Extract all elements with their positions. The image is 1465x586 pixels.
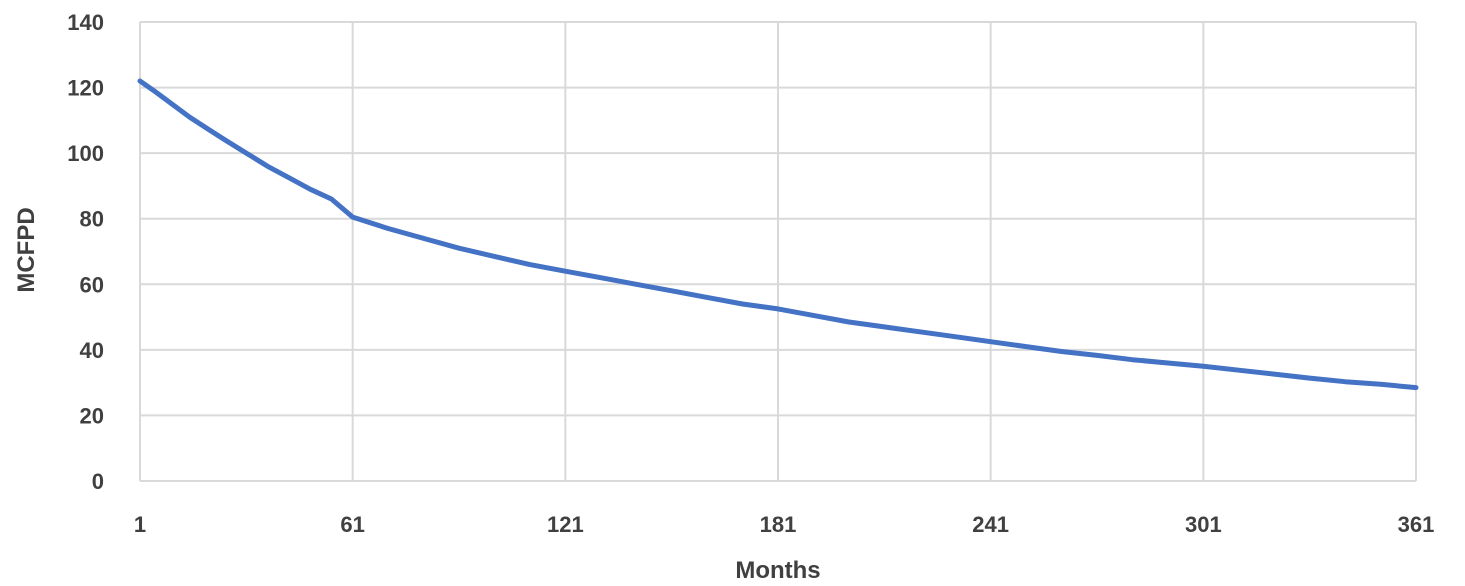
y-tick-label: 0	[92, 469, 104, 494]
y-axis-title: MCFPD	[13, 207, 40, 292]
x-tick-label: 361	[1398, 512, 1435, 537]
y-tick-label: 40	[80, 338, 104, 363]
x-tick-label: 181	[760, 512, 797, 537]
axes	[139, 22, 1416, 482]
x-tick-label: 1	[134, 512, 146, 537]
y-tick-label: 80	[80, 207, 104, 232]
y-tick-label: 120	[67, 76, 104, 101]
y-tick-label: 20	[80, 403, 104, 428]
x-tick-label: 61	[340, 512, 364, 537]
y-tick-label: 100	[67, 141, 104, 166]
x-tick-label: 241	[972, 512, 1009, 537]
grid	[140, 21, 1417, 481]
series-group	[137, 78, 1419, 391]
y-tick-labels: 0 20 40 60 80 100 120 140	[67, 10, 104, 494]
x-tick-label: 121	[547, 512, 584, 537]
x-tick-labels: 1 61 121 181 241 301 361	[134, 512, 1434, 537]
y-tick-label: 140	[67, 10, 104, 35]
y-tick-label: 60	[80, 272, 104, 297]
x-tick-label: 301	[1185, 512, 1222, 537]
x-axis-title: Months	[735, 557, 820, 584]
series-line	[137, 78, 1419, 391]
